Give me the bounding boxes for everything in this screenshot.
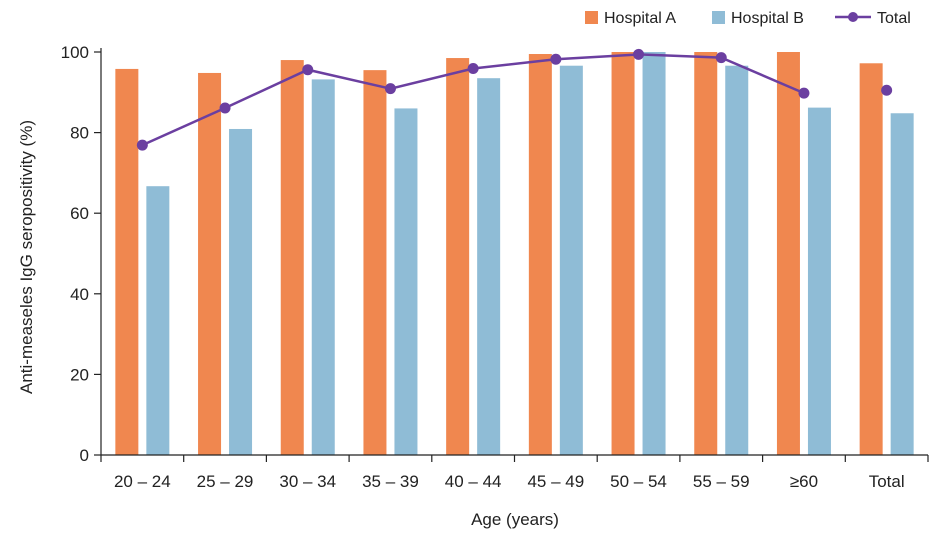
x-axis-title: Age (years) xyxy=(471,510,559,529)
bar-hospital-a-20-24 xyxy=(115,68,139,456)
bar-hospital-b-45-49 xyxy=(559,65,583,456)
point-total-60 xyxy=(798,87,810,99)
bar-hospital-a-40-44 xyxy=(446,58,470,456)
bar-hospital-b-20-24 xyxy=(146,186,170,455)
x-tick-label-50-54: 50 – 54 xyxy=(610,472,667,491)
y-tick-label-60: 60 xyxy=(70,204,89,223)
x-tick-label-45-49: 45 – 49 xyxy=(527,472,584,491)
legend-label-hospital-b: Hospital B xyxy=(731,10,804,27)
bar-hospital-b-55-59 xyxy=(725,65,749,456)
bar-hospital-a-50-54 xyxy=(611,52,635,455)
bar-hospital-b-50-54 xyxy=(642,52,666,455)
point-total-25-29 xyxy=(219,102,231,114)
bar-hospital-a-55-59 xyxy=(694,52,718,455)
y-tick-label-0: 0 xyxy=(80,446,89,465)
y-axis-title: Anti-measeles IgG seropositivity (%) xyxy=(17,120,36,394)
x-tick-label-20-24: 20 – 24 xyxy=(114,472,171,491)
axes-layer: 0 20 40 60 80 100 20 – 24 25 – 29 30 – 34 35 – 39… xyxy=(61,43,929,491)
legend-label-hospital-a: Hospital A xyxy=(604,10,676,27)
bar-hospital-b-30-34 xyxy=(311,79,335,456)
legend-swatch-hospital-b xyxy=(712,11,725,24)
point-total-40-44 xyxy=(467,63,479,75)
legend-label-total: Total xyxy=(877,10,911,27)
bar-hospital-b-60 xyxy=(807,107,831,455)
point-total-30-34 xyxy=(302,64,314,76)
y-tick-label-80: 80 xyxy=(70,124,89,143)
legend-swatch-hospital-a xyxy=(585,11,598,24)
bar-hospital-a-25-29 xyxy=(198,72,222,456)
legend-marker-total xyxy=(848,12,858,22)
bar-hospital-a-30-34 xyxy=(280,60,304,456)
bar-hospital-b-40-44 xyxy=(477,78,501,455)
point-total-20-24 xyxy=(136,139,148,151)
point-total-45-49 xyxy=(550,53,562,65)
bar-hospital-a-35-39 xyxy=(363,70,387,455)
bar-hospital-b-35-39 xyxy=(394,108,418,456)
legend: Hospital A Hospital B Total xyxy=(585,10,911,27)
bar-hospital-a-total xyxy=(859,63,883,456)
bar-hospital-a-60 xyxy=(776,52,800,455)
x-tick-label-35-39: 35 – 39 xyxy=(362,472,419,491)
bars-layer xyxy=(115,52,914,456)
y-tick-label-100: 100 xyxy=(61,43,89,62)
x-tick-label-60: ≥60 xyxy=(790,472,818,491)
x-tick-label-25-29: 25 – 29 xyxy=(197,472,254,491)
y-tick-label-20: 20 xyxy=(70,365,89,384)
point-total-35-39 xyxy=(384,83,396,95)
bar-hospital-a-45-49 xyxy=(528,54,552,455)
point-total-55-59 xyxy=(715,52,727,64)
point-total-total xyxy=(881,84,893,96)
x-tick-label-30-34: 30 – 34 xyxy=(279,472,336,491)
bar-hospital-b-total xyxy=(890,113,914,456)
y-tick-label-40: 40 xyxy=(70,285,89,304)
x-tick-label-55-59: 55 – 59 xyxy=(693,472,750,491)
bar-hospital-b-25-29 xyxy=(229,128,253,455)
total-line-layer xyxy=(136,48,893,151)
point-total-50-54 xyxy=(633,48,645,60)
x-tick-label-40-44: 40 – 44 xyxy=(445,472,502,491)
x-tick-label-total: Total xyxy=(869,472,905,491)
